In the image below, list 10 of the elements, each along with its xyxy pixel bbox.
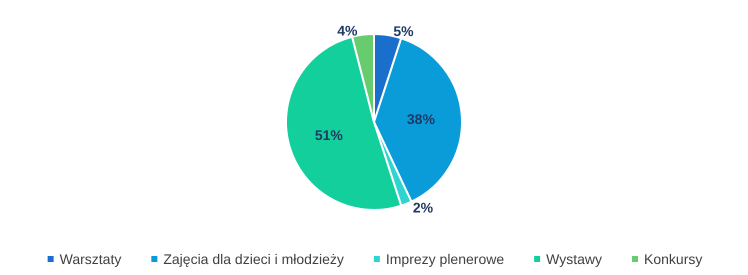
data-label: 5% — [393, 23, 414, 40]
data-label: 4% — [337, 22, 358, 39]
legend-label: Imprezy plenerowe — [386, 251, 504, 267]
legend-label: Wystawy — [546, 251, 602, 267]
data-label: 38% — [406, 111, 436, 128]
legend-label: Zajęcia dla dzieci i młodzieży — [163, 251, 344, 267]
legend-label: Warsztaty — [60, 251, 122, 267]
legend-label: Konkursy — [644, 251, 702, 267]
data-label: 51% — [314, 127, 344, 144]
data-label: 2% — [412, 200, 434, 216]
